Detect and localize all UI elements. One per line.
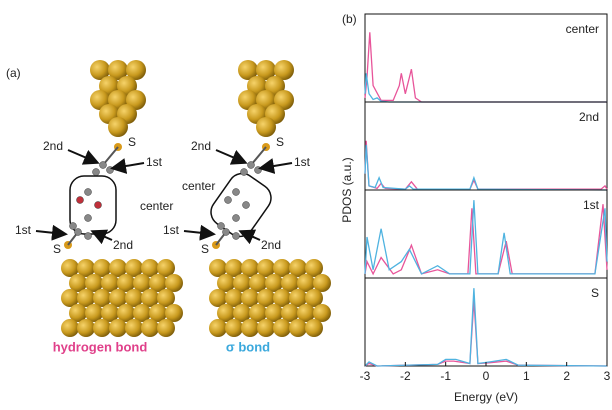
arrow (94, 232, 112, 240)
label: 2nd (43, 139, 63, 153)
atom (243, 202, 250, 209)
gold-atom (241, 319, 259, 337)
atom (255, 167, 262, 174)
gold-atom (125, 319, 143, 337)
gold-atom (209, 319, 227, 337)
gold-atom (108, 117, 128, 137)
label: center (140, 199, 173, 213)
arrow (68, 150, 96, 162)
atom (233, 233, 240, 240)
subplot-label: 2nd (579, 110, 599, 124)
subplot-label: S (591, 286, 599, 300)
x-tick-label: -1 (440, 369, 451, 383)
x-tick-label: 1 (523, 369, 530, 383)
atom (85, 215, 92, 222)
arrow (262, 163, 292, 168)
pdos-line (365, 73, 607, 102)
caption: hydrogen bond (53, 339, 148, 354)
gold-atom (61, 319, 79, 337)
label: 1st (15, 223, 32, 237)
gold-atom (77, 319, 95, 337)
gold-atom (225, 319, 243, 337)
page: (a) S 2nd 1st center 1st S 2nd hydrogen bond S 2n… (0, 0, 612, 410)
atom (93, 169, 100, 176)
gold-atom (256, 117, 276, 137)
gold-atom (157, 319, 175, 337)
pdos-line (365, 204, 607, 274)
atom (241, 169, 248, 176)
atom (70, 223, 77, 230)
label: S (128, 135, 136, 149)
arrow (216, 150, 244, 162)
x-axis-label: Energy (eV) (454, 390, 518, 404)
panel-label: (b) (342, 12, 357, 26)
arrow (114, 163, 144, 168)
gold-atom (93, 319, 111, 337)
pdos-line (365, 300, 607, 366)
subplot-frame (365, 102, 607, 190)
subplot-frame (365, 278, 607, 366)
caption: σ bond (226, 339, 270, 354)
label: 2nd (113, 238, 133, 252)
atom (248, 162, 255, 169)
gold-atom (257, 319, 275, 337)
label: S (276, 135, 284, 149)
arrow (36, 231, 64, 234)
gold-atom (109, 319, 127, 337)
atom (223, 229, 230, 236)
pdos-line (365, 288, 607, 366)
label: 1st (146, 155, 163, 169)
center-loop (70, 176, 116, 234)
x-tick-label: -2 (400, 369, 411, 383)
atom (77, 197, 84, 204)
gold-atom (273, 319, 291, 337)
subplot-label: 1st (583, 198, 600, 212)
label: 2nd (261, 238, 281, 252)
panel-label: (a) (6, 66, 21, 80)
atom (218, 223, 225, 230)
x-tick-label: 2 (563, 369, 570, 383)
atom (107, 167, 114, 174)
gold-atom (289, 319, 307, 337)
label: 1st (163, 223, 180, 237)
subplot-frame (365, 190, 607, 278)
center-loop (206, 168, 277, 242)
atom (225, 197, 232, 204)
y-axis-label: PDOS (a.u.) (340, 157, 354, 222)
label: 2nd (191, 139, 211, 153)
atom (95, 202, 102, 209)
pdos-line (365, 145, 607, 190)
gold-atom (141, 319, 159, 337)
x-tick-label: -3 (360, 369, 371, 383)
pdos-line (365, 32, 607, 102)
atom (233, 189, 240, 196)
pdos-line (365, 141, 607, 189)
atom (75, 229, 82, 236)
x-tick-label: 0 (483, 369, 490, 383)
label: S (201, 242, 209, 256)
atom (85, 233, 92, 240)
diagrams: S 2nd 1st center 1st S 2nd hydrogen bond S 2nd 1st… (15, 60, 331, 354)
atom (85, 189, 92, 196)
x-tick-label: 3 (604, 369, 611, 383)
subplot-label: center (566, 22, 599, 36)
gold-atom (305, 319, 323, 337)
atom (233, 215, 240, 222)
arrow (184, 231, 212, 234)
label: 1st (294, 155, 311, 169)
atom (100, 162, 107, 169)
label: center (182, 179, 215, 193)
pdos-line (365, 200, 607, 274)
label: S (53, 242, 61, 256)
figure: (a) S 2nd 1st center 1st S 2nd hydrogen bond S 2n… (0, 0, 612, 405)
